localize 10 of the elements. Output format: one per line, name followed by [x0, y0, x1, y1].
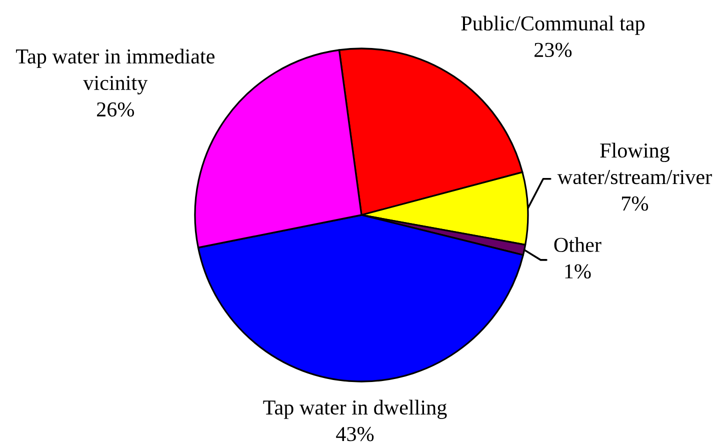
data-label: 23% [534, 42, 572, 58]
slice-label: Other [554, 237, 602, 252]
slice-label: Flowing water/stream/river [557, 142, 712, 184]
data-label: 7% [622, 196, 648, 211]
slice-label: Tap water in dwelling [263, 400, 447, 419]
slice-label: Public/Communal tap [461, 16, 645, 35]
slice-label: Tap water in immediate vicinity [16, 48, 214, 94]
data-label: 43% [336, 426, 374, 442]
data-label: 1% [565, 264, 591, 279]
data-label: 26% [96, 102, 134, 117]
